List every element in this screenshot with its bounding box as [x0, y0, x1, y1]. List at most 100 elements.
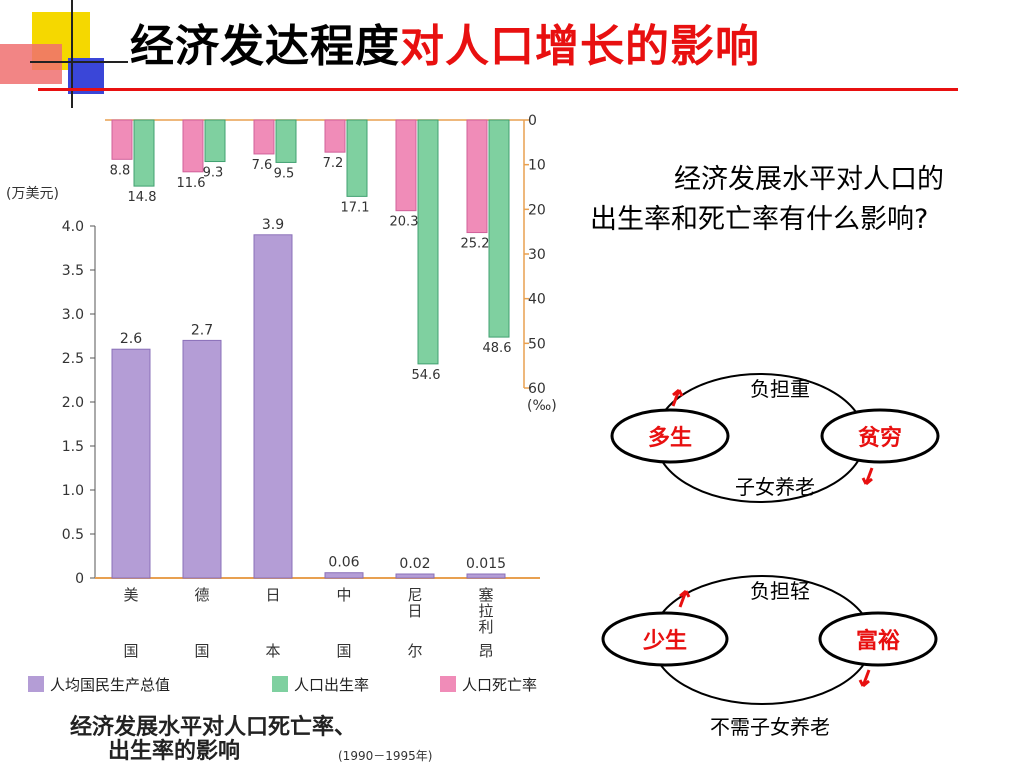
death-value-label: 7.2: [323, 156, 344, 171]
category-label: 中: [336, 586, 351, 604]
cycle-top-label: 负担轻: [750, 579, 810, 603]
legend-label: 人口死亡率: [462, 676, 537, 694]
right-axis-tick-label: 50: [528, 336, 546, 352]
birth-rate-bar: [417, 119, 439, 365]
title-red: 对人口增长的影响: [400, 21, 760, 72]
left-axis-tick-label: 2.5: [62, 351, 84, 367]
birth-value-label: 9.5: [274, 166, 295, 181]
chart-caption-years: (1990－1995年): [338, 749, 432, 763]
legend-label: 人口出生率: [294, 676, 369, 694]
left-axis-tick-label: 3.5: [62, 263, 84, 279]
category-label-bottom: 尔: [407, 642, 422, 660]
cycle-node-right: [818, 611, 938, 667]
gdp-value-label: 2.7: [191, 322, 213, 338]
cycle-right-label: 贫穷: [858, 425, 902, 451]
title-black: 经济发达程度: [130, 21, 400, 72]
left-axis-tick-label: 0.5: [62, 527, 84, 543]
birth-rate-bar: [133, 119, 155, 187]
gdp-bar: [466, 573, 506, 579]
bar-chart: 0 0.5 1.0 1.5 2.0 2.5 3.0 3.5 4.0 0 10 20 30 40 50 60 2…: [6, 113, 557, 764]
left-axis-tick-label: 1.0: [62, 483, 84, 499]
cycle-top-label: 负担重: [750, 377, 810, 401]
gdp-bar: [324, 572, 364, 579]
death-value-label: 25.2: [461, 237, 490, 252]
right-axis-tick-label: 30: [528, 247, 546, 263]
arrow-up-icon: [671, 388, 684, 407]
gdp-value-label: 0.015: [466, 556, 506, 572]
corner-decoration: [0, 0, 128, 108]
birth-value-label: 17.1: [341, 200, 370, 215]
page-title: 经济发达程度对人口增长的影响: [130, 10, 760, 74]
gdp-bar: [182, 339, 222, 579]
gdp-value-label: 3.9: [262, 217, 284, 233]
birth-value-label: 14.8: [128, 190, 157, 205]
right-axis-tick-label: 40: [528, 292, 546, 308]
gdp-value-label: 2.6: [120, 331, 142, 347]
right-axis-tick-label: 0: [528, 113, 537, 129]
left-axis-tick-label: 4.0: [62, 219, 84, 235]
chart-caption-line2: 出生率的影响: [108, 738, 240, 764]
legend-label: 人均国民生产总值: [50, 676, 170, 694]
death-value-label: 20.3: [390, 215, 419, 230]
legend-swatch: [272, 676, 288, 692]
birth-rate-bar: [275, 119, 297, 163]
category-label: 拉: [478, 602, 493, 620]
arrow-down-icon: [861, 467, 874, 486]
category-label: 利: [478, 618, 493, 636]
death-rate-bar: [395, 119, 417, 212]
legend-swatch: [28, 676, 44, 692]
cycle-right-label: 富裕: [856, 628, 900, 654]
gdp-bar: [111, 348, 151, 579]
cycle-left-label: 多生: [648, 425, 692, 451]
death-rate-bar: [324, 119, 346, 153]
birth-value-label: 48.6: [483, 341, 512, 356]
birth-value-label: 54.6: [412, 368, 441, 383]
left-axis-tick-label: 0: [75, 571, 84, 587]
arrow-up-icon: [678, 589, 691, 608]
cycle-node-right: [820, 408, 940, 464]
birth-rate-bar: [204, 119, 226, 163]
cycle-node-left: [610, 408, 730, 464]
category-label: 美: [123, 586, 138, 604]
category-label-bottom: 本: [265, 642, 280, 660]
death-rate-bar: [466, 119, 488, 234]
gdp-bar: [253, 234, 293, 579]
gdp-bar: [395, 573, 435, 579]
category-label-bottom: 国: [194, 642, 209, 660]
cycle-node-left: [601, 611, 729, 667]
cycle-left-label: 少生: [642, 628, 687, 654]
right-axis-tick-label: 10: [528, 158, 546, 174]
gdp-value-label: 0.06: [328, 555, 359, 571]
left-axis-tick-label: 3.0: [62, 307, 84, 323]
chart-caption-line1: 经济发展水平对人口死亡率、: [70, 714, 356, 740]
category-label-bottom: 昂: [478, 642, 493, 660]
gdp-value-label: 0.02: [399, 556, 430, 572]
title-underline: [38, 88, 958, 91]
cycle-bottom-label: 子女养老: [735, 475, 815, 499]
cycle-diagram-poor: 多生 贫穷 负担重 子女养老: [610, 373, 940, 503]
right-axis-label: (‰): [527, 398, 557, 414]
category-label-bottom: 国: [336, 642, 351, 660]
left-axis-label: (万美元): [6, 186, 59, 202]
legend-swatch: [440, 676, 456, 692]
birth-rate-bar: [488, 119, 510, 338]
arrow-down-icon: [858, 669, 871, 688]
category-label-bottom: 国: [123, 642, 138, 660]
cycle-diagram-rich: 少生 富裕 负担轻 不需子女养老: [601, 575, 938, 739]
right-axis-tick-label: 60: [528, 381, 546, 397]
right-axis-tick-label: 20: [528, 202, 546, 218]
death-rate-bar: [111, 119, 133, 160]
birth-rate-bar: [346, 119, 368, 197]
death-value-label: 11.6: [177, 176, 206, 191]
category-label: 日: [407, 602, 422, 620]
death-value-label: 8.8: [110, 163, 131, 178]
category-label: 塞: [478, 586, 493, 604]
birth-value-label: 9.3: [203, 166, 224, 181]
category-label: 尼: [407, 586, 422, 604]
question-text: 经济发展水平对人口的出生率和死亡率有什么影响?: [590, 164, 944, 235]
death-rate-bar: [253, 119, 275, 155]
death-value-label: 7.6: [252, 158, 273, 173]
category-label: 德: [194, 586, 209, 604]
death-rate-bar: [182, 119, 204, 173]
left-axis-tick-label: 1.5: [62, 439, 84, 455]
